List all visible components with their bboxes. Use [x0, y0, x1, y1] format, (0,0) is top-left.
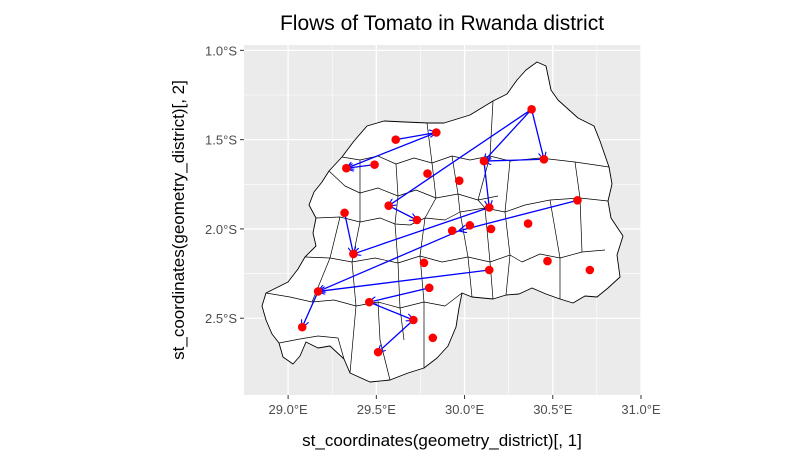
district-point	[340, 208, 349, 218]
district-point	[297, 322, 307, 332]
flow-arrow	[346, 131, 437, 169]
district-point	[313, 287, 323, 296]
flow-arrow	[459, 199, 578, 230]
flow-arrow	[378, 319, 414, 352]
district-point	[423, 169, 432, 178]
district-points	[297, 104, 595, 357]
district-point	[391, 135, 401, 144]
district-point	[585, 265, 595, 275]
district-point	[384, 201, 393, 211]
flow-arrow	[483, 160, 489, 207]
flow-arrow	[302, 291, 319, 327]
chart-title: Flows of Tomato in Rwanda district	[280, 12, 604, 35]
district-point	[484, 265, 494, 275]
district-point	[479, 156, 489, 166]
x-tick-label: 29.0°E	[269, 402, 309, 417]
district-point	[527, 104, 536, 114]
district-point	[465, 221, 475, 230]
flow-arrow	[484, 108, 533, 161]
flow-arrow	[389, 108, 532, 205]
flow-arrow	[484, 159, 544, 161]
district-point	[573, 196, 582, 205]
y-tick-label: 2.0°S	[205, 222, 237, 237]
flow-arrow	[318, 230, 460, 292]
district-point	[409, 315, 418, 325]
district-point	[424, 283, 434, 293]
district-point	[484, 203, 494, 212]
district-point	[364, 297, 374, 307]
flow-arrow	[369, 287, 430, 302]
district-point	[370, 160, 379, 169]
district-point	[428, 333, 438, 343]
district-point	[454, 176, 464, 186]
x-axis: 29.0°E 29.5°E 30.0°E 30.5°E 31.0°E	[269, 395, 661, 417]
district-point	[349, 249, 358, 259]
flow-arrows	[302, 108, 578, 352]
x-tick-label: 30.5°E	[533, 402, 573, 417]
district-borders	[265, 100, 610, 381]
rwanda-map	[261, 61, 624, 383]
flow-arrow	[318, 269, 490, 291]
flow-arrow	[353, 206, 490, 254]
y-axis: 1.0°S 1.5°S 2.0°S 2.5°S	[205, 43, 244, 326]
district-point	[486, 224, 496, 234]
x-tick-label: 29.5°E	[357, 402, 397, 417]
flow-arrow	[395, 133, 437, 141]
x-tick-label: 31.0°E	[621, 402, 661, 417]
y-tick-label: 1.0°S	[205, 43, 237, 58]
x-axis-label: st_coordinates(geometry_district)[, 1]	[302, 431, 582, 450]
district-point	[432, 128, 441, 137]
district-point	[543, 256, 552, 266]
district-point	[342, 163, 351, 173]
district-point	[539, 154, 549, 164]
district-point	[523, 219, 533, 228]
flow-arrow	[369, 301, 413, 320]
y-tick-label: 1.5°S	[205, 133, 237, 148]
x-tick-label: 30.0°E	[445, 402, 485, 417]
flow-arrow	[388, 205, 417, 220]
district-point	[447, 226, 457, 236]
district-point	[412, 215, 422, 225]
flow-arrow	[346, 165, 375, 169]
y-axis-label: st_coordinates(geometry_district)[, 2]	[169, 80, 188, 360]
flow-arrow	[530, 109, 544, 159]
flow-arrow	[343, 212, 354, 254]
district-point	[419, 258, 429, 268]
y-tick-label: 2.5°S	[205, 311, 237, 326]
district-point	[373, 347, 383, 357]
